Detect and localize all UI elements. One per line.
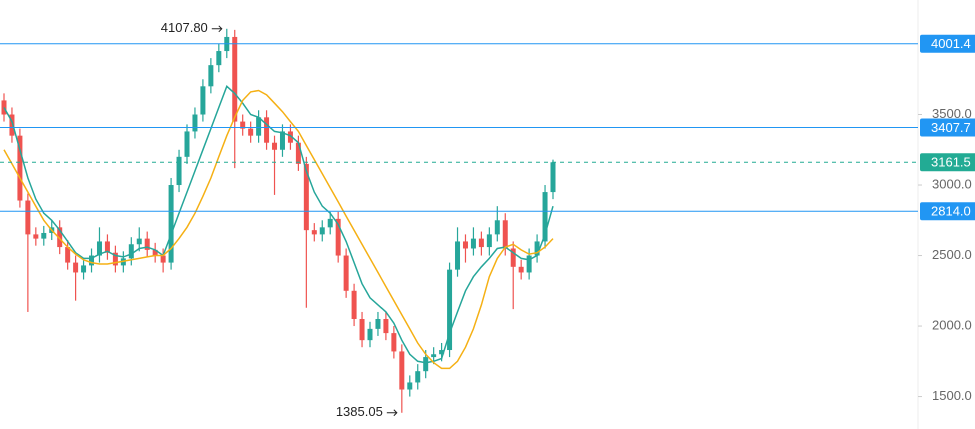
candle-body xyxy=(550,162,556,193)
last-price-label: 3161.5 xyxy=(931,155,971,170)
moving-average xyxy=(3,85,554,364)
candle-body xyxy=(399,351,405,390)
candle-body xyxy=(542,192,548,242)
candle-body xyxy=(208,65,214,87)
candle-body xyxy=(89,255,95,266)
candle-body xyxy=(423,357,429,372)
candle-body xyxy=(383,319,389,334)
y-tick-label: 1500.0 xyxy=(932,388,972,403)
candle-body xyxy=(534,241,540,256)
candle-body xyxy=(33,234,39,239)
marker-arrow xyxy=(386,409,398,417)
candle-body xyxy=(526,255,532,273)
candle-body xyxy=(264,117,270,143)
candle-body xyxy=(462,241,468,249)
candle-body xyxy=(455,241,461,270)
candle-body xyxy=(192,114,198,132)
price-label-box xyxy=(920,34,975,53)
candle-body xyxy=(81,265,87,273)
y-tick-label: 3500.0 xyxy=(932,106,972,121)
candle-body xyxy=(367,328,373,341)
candle-body xyxy=(216,51,222,66)
candle-body xyxy=(176,156,182,186)
candle-body xyxy=(415,371,421,383)
y-tick-label: 2500.0 xyxy=(932,247,972,262)
candle-body xyxy=(168,185,174,263)
candle-body xyxy=(343,255,349,291)
candle-body xyxy=(184,131,190,157)
candle-body xyxy=(128,244,134,259)
candle-body xyxy=(96,241,102,256)
candle-body xyxy=(311,230,317,235)
candle-body xyxy=(160,255,166,263)
candle-body xyxy=(470,238,476,249)
candle-body xyxy=(359,319,365,341)
candle-body xyxy=(9,114,15,136)
candle-body xyxy=(431,354,437,358)
low-marker: 1385.05 xyxy=(336,404,383,419)
candle-body xyxy=(136,238,142,245)
candle-body xyxy=(510,248,516,267)
candle-body xyxy=(232,36,238,122)
candle-body xyxy=(57,227,63,248)
candle-body xyxy=(279,131,285,150)
candle-body xyxy=(248,128,254,136)
candle-body xyxy=(518,266,524,273)
last-price-box xyxy=(920,153,975,172)
price-label: 3407.7 xyxy=(931,120,971,135)
candle-body xyxy=(319,227,325,235)
candle-body xyxy=(447,269,453,351)
candle-body xyxy=(240,121,246,129)
price-label-box xyxy=(920,202,975,221)
candle-body xyxy=(351,290,357,319)
candle-body xyxy=(152,249,158,256)
marker-arrow xyxy=(211,25,223,33)
candle-body xyxy=(144,238,150,250)
candle-body xyxy=(287,131,293,143)
candle-body xyxy=(407,382,413,390)
candle-body xyxy=(439,350,445,355)
candle-body xyxy=(391,333,397,352)
candle-body xyxy=(494,220,500,235)
candle-body xyxy=(73,262,79,273)
candle-body xyxy=(65,247,71,263)
candle-body xyxy=(478,238,484,248)
candle-body xyxy=(303,163,309,231)
y-tick-label: 3000.0 xyxy=(932,176,972,191)
candle-body xyxy=(502,220,508,249)
candle-body xyxy=(375,319,381,329)
candle-body xyxy=(295,142,301,164)
y-tick-label: 2000.0 xyxy=(932,317,972,332)
candle-body xyxy=(200,86,206,115)
price-label-box xyxy=(920,118,975,137)
candle-body xyxy=(25,200,31,235)
candle-body xyxy=(256,117,262,136)
moving-average xyxy=(3,89,554,370)
candle-body xyxy=(272,142,278,150)
candle-body xyxy=(17,135,23,201)
candle-body xyxy=(335,218,341,256)
candle-body xyxy=(1,100,7,115)
high-marker: 4107.80 xyxy=(161,20,208,35)
candle-body xyxy=(112,252,118,266)
candle-body xyxy=(104,241,110,253)
candle-body xyxy=(486,234,492,248)
price-label: 2814.0 xyxy=(931,204,971,219)
price-label: 4001.4 xyxy=(931,36,971,51)
candle-body xyxy=(327,218,333,228)
candle-body xyxy=(41,232,47,239)
